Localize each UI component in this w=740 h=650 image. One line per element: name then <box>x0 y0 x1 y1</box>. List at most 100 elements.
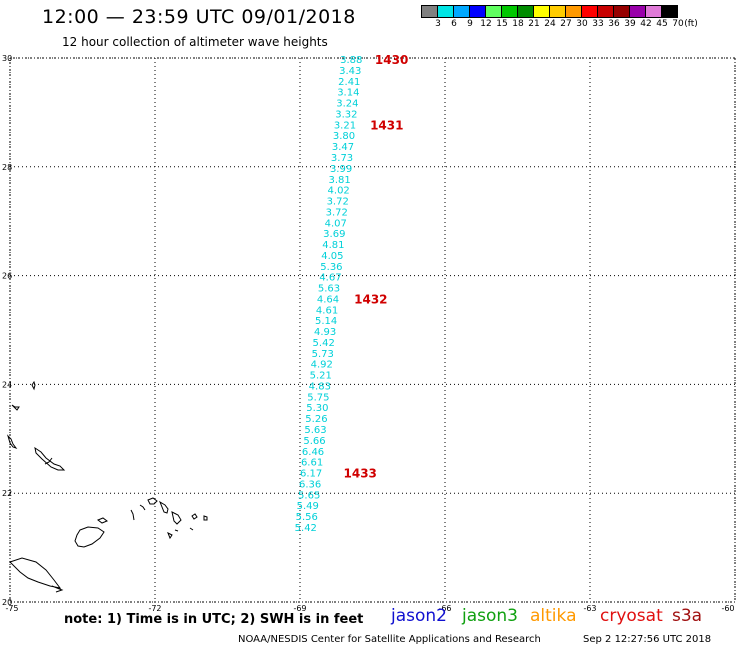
swh-value: 5.49 <box>297 501 319 512</box>
scale-label: 33 <box>592 19 604 29</box>
swh-value: 3.99 <box>330 164 352 175</box>
generated-timestamp: Sep 2 12:27:56 UTC 2018 <box>583 634 712 645</box>
scale-label: 12 <box>480 19 492 29</box>
swh-value: 5.30 <box>306 403 328 414</box>
swh-value: 4.81 <box>322 240 344 251</box>
swh-value: 4.07 <box>325 218 347 229</box>
swh-value: 5.66 <box>303 436 325 447</box>
time-label: 1430 <box>375 53 408 67</box>
map-subtitle: 12 hour collection of altimeter wave hei… <box>62 35 328 49</box>
time-label: 1433 <box>344 467 377 481</box>
swh-values: 3.883.432.413.143.243.323.213.803.473.73… <box>295 55 363 534</box>
swh-value: 5.21 <box>310 371 332 382</box>
satellite-jason3: jason3 <box>462 606 518 626</box>
swh-value: 5.56 <box>296 512 318 523</box>
wave-height-color-scale: 3 6 9 12 15 18 21 24 27 30 33 36 39 42 45 70 (ft) <box>421 5 698 32</box>
coastline-bahamas-north <box>6 380 66 471</box>
scale-label: 3 <box>435 19 441 29</box>
lon-tick-label: -66 <box>438 604 451 613</box>
axis-tick-labels: -75 -72 -69 -66 -63 -60 30 28 26 24 22 20 <box>2 54 735 613</box>
swh-value: 3.80 <box>333 131 355 142</box>
swh-value: 3.21 <box>334 120 356 131</box>
coastlines <box>6 380 208 593</box>
swh-value: 3.24 <box>336 99 358 110</box>
swh-value: 5.26 <box>305 414 327 425</box>
swh-value: 5.75 <box>307 392 329 403</box>
scale-label: 6 <box>451 19 457 29</box>
swh-value: 6.61 <box>301 458 323 469</box>
swh-value: 5.63 <box>304 425 326 436</box>
coastline-hispaniola-cuba <box>9 517 109 593</box>
swh-value: 5.36 <box>320 262 342 273</box>
scale-label: 18 <box>512 19 524 29</box>
swh-value: 3.81 <box>329 175 351 186</box>
satellite-altika: altika <box>530 606 577 626</box>
swh-value: 5.65 <box>298 490 320 501</box>
swh-value: 4.93 <box>314 327 336 338</box>
lon-tick-label: -63 <box>583 604 596 613</box>
scale-swatches <box>421 5 678 18</box>
credit-line: NOAA/NESDIS Center for Satellite Applica… <box>238 634 541 645</box>
swh-value: 3.73 <box>331 153 353 164</box>
scale-label: 70 <box>672 19 684 29</box>
swh-value: 6.36 <box>299 479 321 490</box>
lat-tick-label: 30 <box>2 54 12 63</box>
scale-unit: (ft) <box>684 19 698 29</box>
swh-value: 4.02 <box>328 186 350 197</box>
scale-label: 21 <box>528 19 540 29</box>
scale-swatch <box>661 5 678 18</box>
swh-value: 4.64 <box>317 294 339 305</box>
swh-value: 3.72 <box>327 197 349 208</box>
scale-label: 42 <box>640 19 652 29</box>
swh-value: 3.32 <box>335 109 357 120</box>
scale-label: 39 <box>624 19 636 29</box>
lon-tick-label: -60 <box>721 604 734 613</box>
scale-label: 15 <box>496 19 508 29</box>
swh-value: 4.83 <box>309 381 331 392</box>
lat-tick-label: 28 <box>2 163 12 172</box>
coastline-bahamas-south <box>130 497 208 531</box>
map-grid <box>9 57 736 603</box>
swh-value: 5.42 <box>295 523 317 534</box>
lon-tick-label: -69 <box>293 604 306 613</box>
scale-label: 27 <box>560 19 572 29</box>
map-title: 12:00 — 23:59 UTC 09/01/2018 <box>42 6 356 28</box>
swh-value: 4.61 <box>316 305 338 316</box>
time-label: 1432 <box>354 292 387 306</box>
swh-value: 3.69 <box>323 229 345 240</box>
swh-value: 4.92 <box>311 360 333 371</box>
lat-tick-label: 26 <box>2 272 12 281</box>
swh-value: 5.14 <box>315 316 337 327</box>
lon-tick-label: -75 <box>5 604 18 613</box>
scale-label: 30 <box>576 19 588 29</box>
time-label: 1431 <box>370 118 403 132</box>
swh-value: 4.67 <box>319 273 341 284</box>
time-labels: 1430 1431 1432 1433 <box>344 53 409 480</box>
satellite-cryosat: cryosat <box>600 606 663 626</box>
scale-label: 24 <box>544 19 556 29</box>
coastline-turks-caicos <box>167 529 179 540</box>
lon-tick-label: -72 <box>148 604 161 613</box>
swh-value: 5.42 <box>313 338 335 349</box>
scale-labels: 3 6 9 12 15 18 21 24 27 30 33 36 39 42 45 70 (ft) <box>421 18 698 32</box>
swh-value: 2.41 <box>338 77 360 88</box>
swh-value: 3.14 <box>337 88 359 99</box>
lat-tick-label: 22 <box>2 489 12 498</box>
swh-value: 5.63 <box>318 284 340 295</box>
lat-tick-label: 20 <box>2 598 12 607</box>
swh-value: 6.17 <box>300 469 322 480</box>
satellite-s3a: s3a <box>672 606 703 626</box>
scale-label: 9 <box>467 19 473 29</box>
swh-value: 6.46 <box>302 447 324 458</box>
swh-value: 4.05 <box>321 251 343 262</box>
scale-label: 45 <box>656 19 668 29</box>
satellite-jason2: jason2 <box>391 606 447 626</box>
swh-value: 3.43 <box>339 66 361 77</box>
swh-value: 3.72 <box>326 207 348 218</box>
swh-value: 5.73 <box>312 349 334 360</box>
scale-label: 36 <box>608 19 620 29</box>
map-frame <box>9 57 736 603</box>
swh-value: 3.47 <box>332 142 354 153</box>
footer-note: note: 1) Time is in UTC; 2) SWH is in fe… <box>64 612 364 627</box>
